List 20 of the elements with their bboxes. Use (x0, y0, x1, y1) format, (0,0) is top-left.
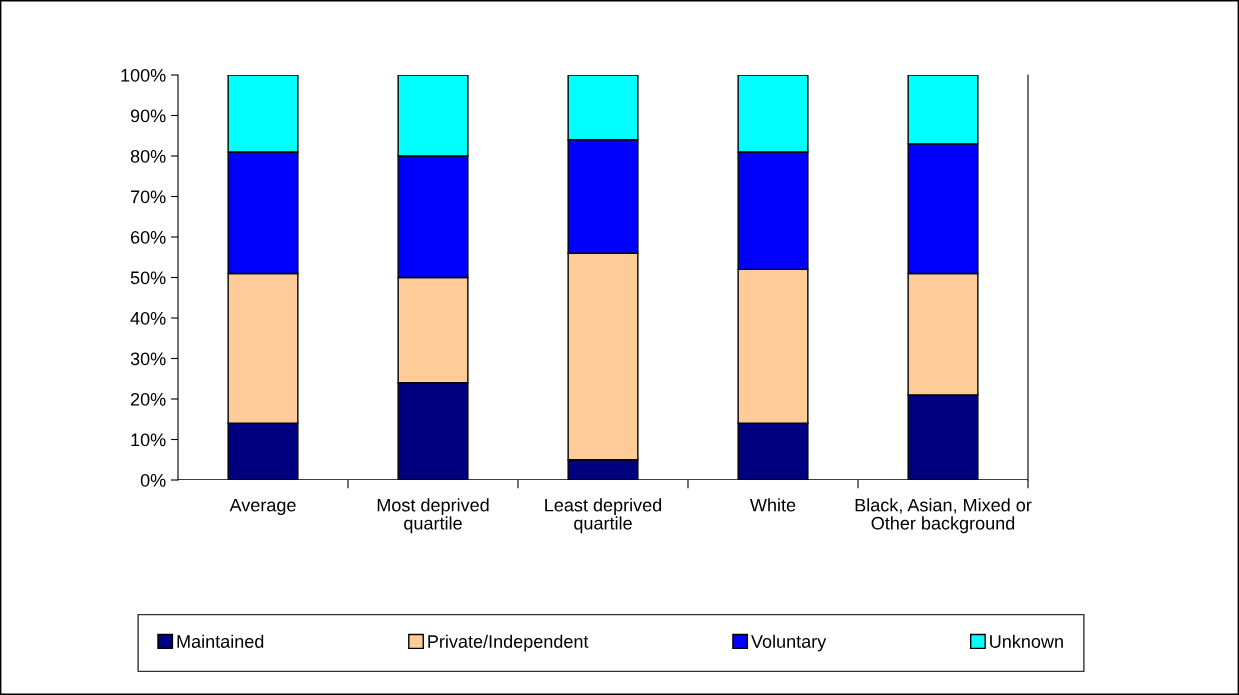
y-tick-label: 90% (130, 109, 166, 123)
y-tick-label: 10% (131, 433, 166, 447)
legend-label: Private/Independent (428, 634, 589, 652)
legend-label: Unknown (990, 634, 1063, 648)
x-tick-label: Least deprived quartile (545, 498, 662, 534)
y-tick-label: 70% (130, 190, 166, 204)
y-tick-label: 60% (130, 230, 166, 244)
y-tick-label: 0% (140, 473, 166, 487)
y-tick-label: 80% (130, 149, 166, 163)
y-tick-label: 40% (130, 311, 166, 325)
legend-label: Voluntary (751, 634, 827, 652)
y-tick-label: 30% (130, 352, 166, 366)
y-tick-label: 50% (130, 271, 166, 285)
x-tick-label: White (750, 498, 796, 512)
legend-label: Maintained (177, 634, 264, 648)
x-tick-label: Most deprived quartile (377, 498, 489, 534)
x-tick-label: Average (229, 498, 296, 516)
x-tick-label: Black, Asian, Mixed or Other background (855, 498, 1032, 534)
y-tick-label: 20% (130, 392, 166, 406)
y-tick-label: 100% (121, 68, 166, 82)
